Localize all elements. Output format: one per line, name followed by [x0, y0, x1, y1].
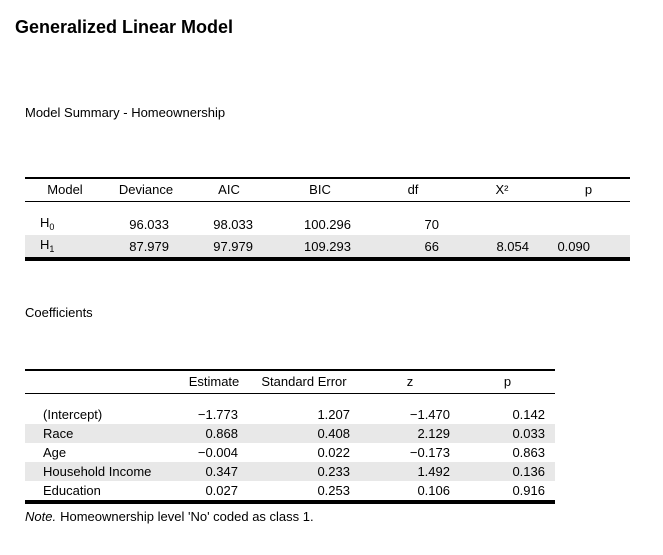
column-header-deviance: Deviance: [105, 178, 187, 202]
cell-intercept-estimate: −1.773: [197, 407, 238, 422]
column-header-aic: AIC: [187, 178, 271, 202]
term-age: Age: [43, 445, 67, 460]
cell-intercept-se: 1.207: [317, 407, 350, 422]
column-header-model: Model: [25, 178, 105, 202]
cell-race-p: 0.033: [512, 426, 545, 441]
cell-h1-deviance: 87.979: [129, 238, 169, 254]
cell-h0-aic: 98.033: [213, 216, 253, 232]
model-summary-table: Model Deviance AIC BIC df X² p H0 96.033…: [25, 177, 630, 261]
table-row: H0 96.033 98.033 100.296 70: [25, 202, 630, 236]
column-header-p: p: [460, 370, 555, 394]
coefficients-table: Estimate Standard Error z p (Intercept) …: [25, 369, 555, 504]
cell-household-income-p: 0.136: [512, 464, 545, 479]
cell-h1-aic: 97.979: [213, 238, 253, 254]
column-header-bic: BIC: [271, 178, 369, 202]
cell-h0-deviance: 96.033: [129, 216, 169, 232]
table-row: Education 0.027 0.253 0.106 0.916: [25, 481, 555, 502]
cell-h1-p: 0.090: [557, 238, 590, 254]
model-summary-header-row: Model Deviance AIC BIC df X² p: [25, 178, 630, 202]
term-education: Education: [43, 483, 101, 498]
model-h1-subscript: 1: [49, 244, 55, 254]
coefficients-header-row: Estimate Standard Error z p: [25, 370, 555, 394]
cell-age-z: −0.173: [409, 445, 450, 460]
model-summary-caption: Model Summary - Homeownership: [25, 105, 226, 120]
cell-race-estimate: 0.868: [205, 426, 238, 441]
cell-age-estimate: −0.004: [197, 445, 238, 460]
column-header-chi-squared: X²: [457, 178, 547, 202]
cell-intercept-z: −1.470: [409, 407, 450, 422]
cell-age-p: 0.863: [512, 445, 545, 460]
cell-h1-bic: 109.293: [304, 238, 351, 254]
cell-race-z: 2.129: [417, 426, 450, 441]
term-race: Race: [43, 426, 74, 441]
column-header-z: z: [360, 370, 460, 394]
cell-age-se: 0.022: [317, 445, 350, 460]
table-row: (Intercept) −1.773 1.207 −1.470 0.142: [25, 394, 555, 425]
term-household-income: Household Income: [43, 464, 152, 479]
cell-h1-df: 66: [424, 238, 439, 254]
model-h0-label: H0: [25, 202, 105, 236]
model-h0-subscript: 0: [49, 222, 55, 232]
model-h1-label: H1: [25, 235, 105, 259]
table-row: H1 87.979 97.979 109.293 66 8.054 0.090: [25, 235, 630, 259]
table-row: Age −0.004 0.022 −0.173 0.863: [25, 443, 555, 462]
cell-h0-bic: 100.296: [304, 216, 351, 232]
column-header-p: p: [547, 178, 630, 202]
cell-h0-p: [547, 202, 630, 236]
cell-education-p: 0.916: [512, 483, 545, 498]
table-row: Race 0.868 0.408 2.129 0.033: [25, 424, 555, 443]
cell-h0-chi-squared: [457, 202, 547, 236]
table-note: Note. Homeownership level 'No' coded as c…: [25, 509, 314, 525]
term-intercept: (Intercept): [43, 407, 103, 422]
cell-race-se: 0.408: [317, 426, 350, 441]
coefficients-caption: Coefficients: [25, 305, 93, 320]
column-header-df: df: [369, 178, 457, 202]
cell-education-z: 0.106: [417, 483, 450, 498]
column-header-term: [25, 370, 180, 394]
cell-h0-df: 70: [424, 216, 439, 232]
cell-household-income-estimate: 0.347: [205, 464, 238, 479]
cell-household-income-z: 1.492: [417, 464, 450, 479]
column-header-estimate: Estimate: [180, 370, 248, 394]
column-header-standard-error: Standard Error: [248, 370, 360, 394]
table-row: Household Income 0.347 0.233 1.492 0.136: [25, 462, 555, 481]
note-label: Note.: [25, 509, 57, 524]
model-h1-base: H: [40, 237, 50, 252]
page-title: Generalized Linear Model: [15, 17, 234, 38]
cell-intercept-p: 0.142: [512, 407, 545, 422]
note-text: Homeownership level 'No' coded as class …: [60, 509, 314, 524]
cell-education-estimate: 0.027: [205, 483, 238, 498]
cell-household-income-se: 0.233: [317, 464, 350, 479]
cell-education-se: 0.253: [317, 483, 350, 498]
cell-h1-chi-squared: 8.054: [496, 238, 529, 254]
model-h0-base: H: [40, 215, 50, 230]
